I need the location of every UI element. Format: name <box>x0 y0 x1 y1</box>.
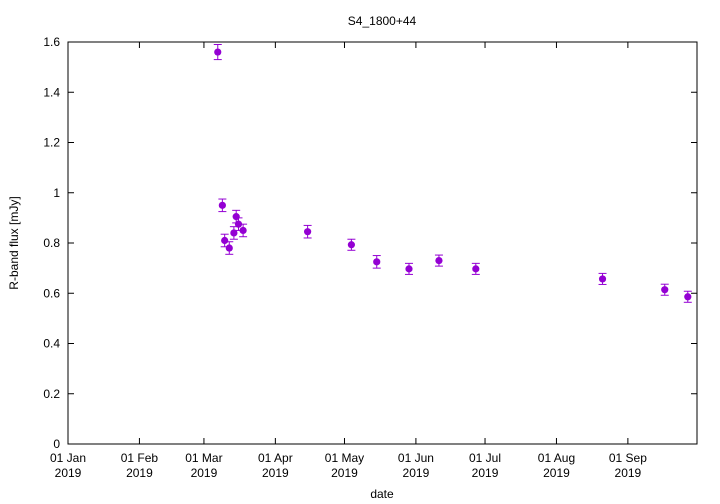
data-point <box>239 226 247 235</box>
x-tick-label: 01 Jun <box>398 451 434 465</box>
data-point <box>435 256 443 265</box>
x-tick-label: 01 Apr <box>258 451 293 465</box>
x-tick-year-label: 2019 <box>126 466 153 480</box>
y-tick-label: 1 <box>53 186 60 200</box>
y-tick-label: 1.4 <box>43 85 60 99</box>
x-tick-label: 01 Feb <box>121 451 159 465</box>
y-tick-label: 0 <box>53 437 60 451</box>
chart-title: S4_1800+44 <box>348 14 417 28</box>
x-tick-year-label: 2019 <box>472 466 499 480</box>
x-tick-year-label: 2019 <box>55 466 82 480</box>
x-tick-label: 01 May <box>325 451 364 465</box>
x-tick-year-label: 2019 <box>262 466 289 480</box>
x-tick-label: 01 Jul <box>469 451 501 465</box>
y-tick-label: 0.6 <box>43 286 60 300</box>
x-tick-year-label: 2019 <box>191 466 218 480</box>
data-point <box>230 229 238 237</box>
y-tick-label: 0.2 <box>43 387 60 401</box>
data-point <box>304 228 312 236</box>
y-tick-label: 0.4 <box>43 337 60 351</box>
data-point <box>347 241 355 249</box>
x-tick-label: 01 Mar <box>185 451 222 465</box>
x-tick-year-label: 2019 <box>615 466 642 480</box>
data-point <box>214 48 222 56</box>
data-point <box>232 213 240 221</box>
x-axis-label: date <box>370 487 394 501</box>
data-point <box>221 236 229 245</box>
y-tick-label: 0.8 <box>43 236 60 250</box>
plot-frame <box>67 41 698 445</box>
data-point <box>598 275 607 283</box>
data-point <box>218 201 226 209</box>
data-point <box>234 220 243 228</box>
y-tick-label: 1.2 <box>43 136 60 150</box>
y-axis-label: R-band flux [mJy] <box>7 196 21 289</box>
x-tick-year-label: 2019 <box>403 466 430 480</box>
data-point <box>661 286 669 294</box>
data-point <box>472 265 480 273</box>
data-point <box>373 258 381 266</box>
data-point <box>225 244 233 252</box>
data-point <box>405 265 413 273</box>
x-tick-year-label: 2019 <box>331 466 358 480</box>
data-point <box>684 293 692 301</box>
y-tick-label: 1.6 <box>43 35 60 49</box>
x-tick-label: 01 Jan <box>50 451 86 465</box>
x-tick-year-label: 2019 <box>543 466 570 480</box>
x-tick-label: 01 Sep <box>609 451 647 465</box>
x-tick-label: 01 Aug <box>538 451 575 465</box>
